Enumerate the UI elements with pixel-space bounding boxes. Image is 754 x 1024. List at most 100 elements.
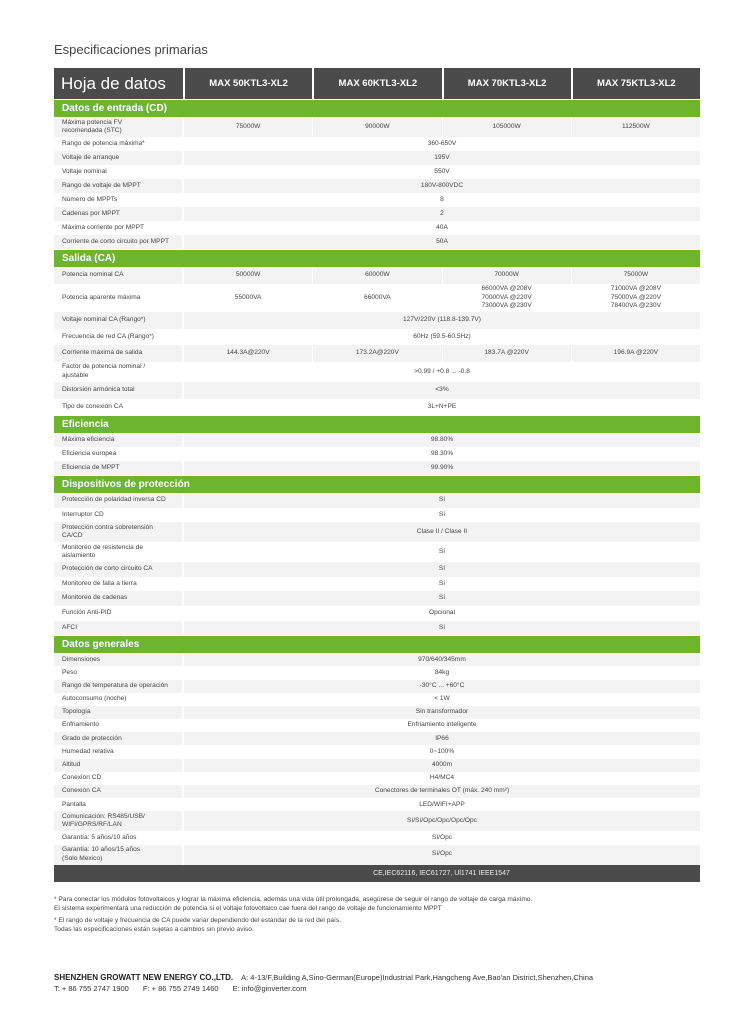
spec-row: Factor de potencia nominal / ajustable >0… bbox=[54, 361, 700, 382]
spec-row: Altitud 4000m bbox=[54, 758, 700, 772]
company-phone: T: + 86 755 2747 1900 bbox=[54, 984, 129, 993]
spec-value: 60000W bbox=[312, 267, 441, 284]
spec-label: AFCI bbox=[54, 620, 183, 636]
spec-label: Peso bbox=[54, 666, 183, 680]
spec-value: Sí bbox=[183, 562, 700, 577]
spec-row: Grado de protección IP66 bbox=[54, 732, 700, 746]
spec-row: Conexión CD H4/MC4 bbox=[54, 771, 700, 786]
spec-row: Topología Sin transformador bbox=[54, 705, 700, 720]
spec-value: 105000W bbox=[441, 117, 571, 137]
spec-row: Frecuencia de red CA (Rango*) 60Hz (59.5-… bbox=[54, 328, 700, 345]
spec-label: Máxima eficiencia bbox=[54, 433, 183, 447]
spec-label: Máxima corriente por MPPT bbox=[54, 221, 183, 235]
spec-label: Cadenas por MPPT bbox=[54, 207, 183, 221]
spec-label: Función Anti-PID bbox=[54, 605, 183, 621]
spec-label: Corriente de corto circuito por MPPT bbox=[54, 235, 183, 249]
spec-value: 66000VA @208V 70000VA @220V 73000VA @230… bbox=[441, 283, 571, 312]
spec-value: 0~100% bbox=[183, 745, 700, 759]
spec-row: Máxima corriente por MPPT 40A bbox=[54, 221, 700, 235]
spec-value: 50000W bbox=[183, 267, 312, 284]
spec-label: Monitoreo de falla a tierra bbox=[54, 576, 183, 592]
spec-label: Conexión CA bbox=[54, 785, 183, 799]
spec-row: Garantía: 10 años/15 años (Solo Mexico) S… bbox=[54, 844, 700, 865]
spec-row: Comunicación: RS485/USB/ WIFI/GPRS/RF/LA… bbox=[54, 811, 700, 832]
spec-label: Eficiencia europea bbox=[54, 447, 183, 461]
spec-label: Rango de potencia máxima* bbox=[54, 137, 183, 151]
footnote: * Para conectar los módulos fotovoltaico… bbox=[54, 896, 533, 912]
spec-row: Corriente máxima de salida 144.3A@220V 173… bbox=[54, 345, 700, 362]
spec-label: Potencia nominal CA bbox=[54, 267, 183, 284]
spec-label: Eficiencia de MPPT bbox=[54, 461, 183, 475]
spec-value: 4000m bbox=[183, 758, 700, 772]
spec-value: 3L+N+PE bbox=[183, 398, 700, 415]
spec-value: 71000VA @208V 75000VA @220V 78400VA @230… bbox=[570, 283, 700, 312]
spec-value: 50A bbox=[183, 235, 700, 249]
spec-value: 970/640/345mm bbox=[183, 653, 700, 667]
spec-row: Dimensiones 970/640/345mm bbox=[54, 653, 700, 667]
spec-row: Interruptor CD Sí bbox=[54, 507, 700, 523]
spec-row: Máxima potencia FV recomendada (STC) 7500… bbox=[54, 117, 700, 137]
section-header: Datos de entrada (CD) bbox=[54, 100, 700, 117]
spec-row: Voltaje nominal 550V bbox=[54, 165, 700, 179]
spec-value: 180V-800VDC bbox=[183, 179, 700, 193]
spec-value: 40A bbox=[183, 221, 700, 235]
spec-value: <3% bbox=[183, 382, 700, 399]
spec-label: Comunicación: RS485/USB/ WIFI/GPRS/RF/LA… bbox=[54, 811, 183, 832]
spec-row: Humedad relativa 0~100% bbox=[54, 745, 700, 759]
spec-label: Topología bbox=[54, 705, 183, 720]
spec-value: 112500W bbox=[570, 117, 700, 137]
spec-value: 360-650V bbox=[183, 137, 700, 151]
section-rows: Dimensiones 970/640/345mm Peso 84kg Rango de… bbox=[54, 653, 700, 865]
spec-row: Eficiencia europea 98.30% bbox=[54, 447, 700, 461]
spec-row: Función Anti-PID Opcional bbox=[54, 605, 700, 621]
spec-label: Interruptor CD bbox=[54, 507, 183, 523]
spec-value: 195V bbox=[183, 151, 700, 165]
spec-label: Dimensiones bbox=[54, 653, 183, 667]
spec-value: 183.7A @220V bbox=[441, 345, 571, 362]
spec-value: 8 bbox=[183, 193, 700, 207]
spec-label: Número de MPPTs bbox=[54, 193, 183, 207]
footnote: * El rango de voltaje y frecuencia de CA… bbox=[54, 917, 342, 933]
spec-label: Distorsión armónica total bbox=[54, 382, 183, 399]
spec-label: Voltaje nominal CA (Rango*) bbox=[54, 312, 183, 329]
model-header: MAX 50KTL3-XL2 bbox=[183, 68, 312, 99]
spec-label: Corriente máxima de salida bbox=[54, 345, 183, 362]
spec-row: Potencia aparente máxima 55000VA 66000VA 66… bbox=[54, 283, 700, 312]
spec-value: >0.99 / +0.8 ... -0.8 bbox=[183, 361, 700, 382]
spec-value: Sí bbox=[183, 493, 700, 508]
spec-label: Pantalla bbox=[54, 798, 183, 812]
spec-value: 84kg bbox=[183, 666, 700, 680]
spec-value: 55000VA bbox=[183, 283, 312, 312]
spec-label: Grado de protección bbox=[54, 732, 183, 746]
spec-value: Sí/Sí/Opc/Opc/Opc/Opc bbox=[183, 811, 700, 832]
spec-label: Factor de potencia nominal / ajustable bbox=[54, 361, 183, 382]
spec-value: 90000W bbox=[312, 117, 441, 137]
spec-value: 196.9A @220V bbox=[570, 345, 700, 362]
spec-label: Frecuencia de red CA (Rango*) bbox=[54, 328, 183, 345]
section-header: Dispositivos de protección bbox=[54, 476, 700, 493]
spec-value: Opcional bbox=[183, 605, 700, 621]
spec-value: Sí bbox=[183, 620, 700, 636]
spec-row: Protección de corto circuito CA Sí bbox=[54, 562, 700, 577]
spec-row: Voltaje nominal CA (Rango*) 127V/220V (11… bbox=[54, 312, 700, 329]
section-rows: Máxima potencia FV recomendada (STC) 7500… bbox=[54, 117, 700, 249]
model-header: MAX 60KTL3-XL2 bbox=[312, 68, 441, 99]
spec-value: 173.2A@220V bbox=[312, 345, 441, 362]
spec-label: Potencia aparente máxima bbox=[54, 283, 183, 312]
model-header: MAX 70KTL3-XL2 bbox=[441, 68, 571, 99]
spec-label: Protección contra sobretensión CA/CD bbox=[54, 522, 183, 543]
spec-row: Distorsión armónica total <3% bbox=[54, 382, 700, 399]
company-fax: F: + 86 755 2749 1460 bbox=[142, 984, 219, 993]
section-header: Eficiencia bbox=[54, 416, 700, 433]
spec-value: LED/WIFI+APP bbox=[183, 798, 700, 812]
company-address: A: 4-13/F,Building A,Sino-German(Europe)… bbox=[241, 973, 594, 982]
section-rows: Protección de polaridad inversa CD Sí Inte… bbox=[54, 493, 700, 636]
footnotes: * Para conectar los módulos fotovoltaico… bbox=[54, 895, 532, 937]
table-header: Hoja de datos MAX 50KTL3-XL2 MAX 60KTL3-… bbox=[54, 68, 700, 99]
sections: Datos de entrada (CD) Máxima potencia FV … bbox=[54, 100, 700, 865]
spec-value: 2 bbox=[183, 207, 700, 221]
spec-row: Voltaje de arranque 195V bbox=[54, 151, 700, 165]
spec-row: Monitoreo de resistencia de aislamiento S… bbox=[54, 542, 700, 563]
certifications-bar: CE,IEC62116, IEC61727, Ul1741 IEEE1547 bbox=[54, 864, 700, 882]
spec-row: Pantalla LED/WIFI+APP bbox=[54, 798, 700, 812]
